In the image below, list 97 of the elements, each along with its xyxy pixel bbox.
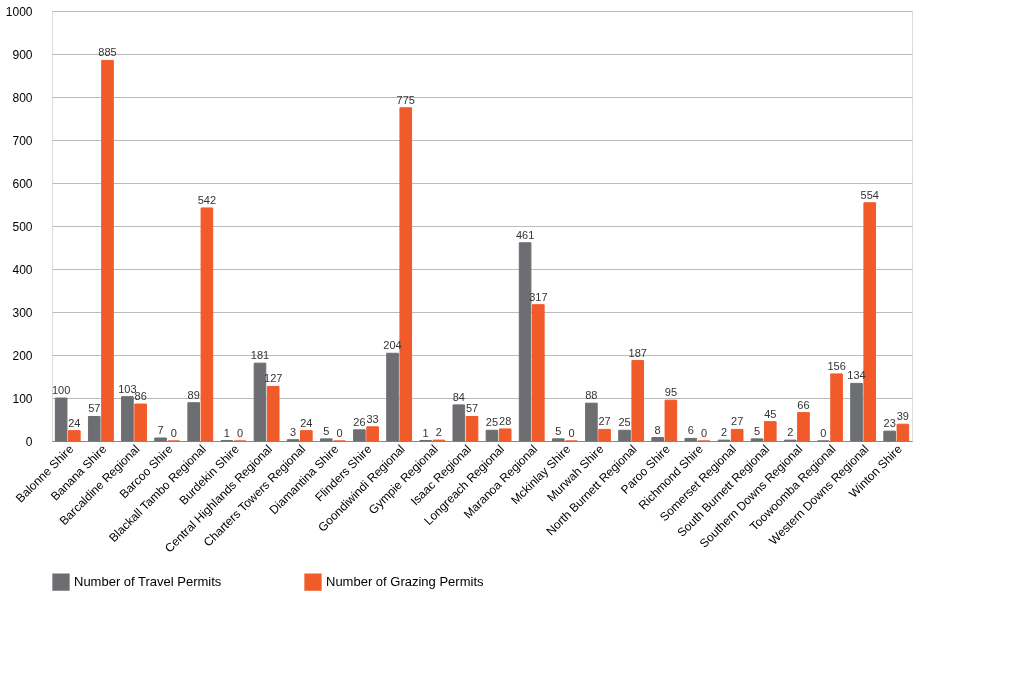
- data-label: 2: [787, 426, 794, 439]
- bar: [121, 396, 134, 442]
- data-label: 0: [700, 427, 708, 439]
- data-label: 6: [687, 424, 694, 437]
- data-label: 0: [236, 427, 244, 439]
- data-label: 461: [515, 228, 535, 241]
- bar: [319, 438, 333, 442]
- data-label: 39: [896, 410, 909, 423]
- y-tick-label: 500: [12, 219, 33, 234]
- data-label: 542: [197, 193, 217, 206]
- bar: [830, 373, 843, 442]
- data-label: 66: [797, 398, 810, 411]
- data-label: 554: [860, 188, 879, 201]
- data-label: 24: [300, 416, 313, 429]
- y-tick-label: 100: [12, 391, 33, 406]
- bar: [68, 430, 81, 442]
- data-label: 5: [754, 424, 761, 437]
- y-tick-label: 200: [12, 348, 33, 363]
- y-tick-label: 600: [12, 176, 33, 191]
- y-tick-label: 0: [25, 434, 33, 449]
- data-label: 5: [555, 424, 562, 437]
- data-label: 2: [435, 426, 442, 439]
- bar: [763, 421, 777, 442]
- data-label: 0: [336, 427, 343, 439]
- y-tick-label: 300: [12, 305, 33, 320]
- data-label: 95: [664, 386, 678, 399]
- bar: [87, 415, 101, 442]
- data-label: 7: [157, 423, 164, 436]
- bar: [651, 437, 664, 442]
- data-label: 27: [731, 415, 744, 428]
- data-label: 28: [499, 414, 512, 427]
- bar: [518, 242, 532, 442]
- y-tick-label: 800: [12, 90, 33, 105]
- bar: [200, 207, 214, 442]
- data-label: 25: [618, 416, 631, 429]
- y-tick-label: 400: [12, 262, 33, 277]
- data-label: 181: [250, 349, 270, 362]
- bar: [883, 430, 896, 442]
- bar: [631, 360, 645, 442]
- bar: [485, 429, 499, 442]
- bar: [618, 429, 631, 442]
- data-label: 25: [485, 416, 499, 429]
- data-label: 26: [353, 415, 366, 428]
- bar: [684, 437, 698, 442]
- bar: [300, 430, 313, 442]
- data-label: 0: [820, 427, 827, 439]
- data-label: 5: [323, 424, 330, 437]
- bar: [154, 437, 167, 442]
- data-label: 100: [51, 384, 71, 396]
- bar: [750, 438, 764, 442]
- bar: [353, 429, 366, 442]
- data-label: 2: [720, 426, 728, 439]
- bar: [598, 428, 611, 442]
- data-label: 57: [465, 402, 479, 415]
- data-label: 0: [170, 427, 177, 439]
- y-tick-label: 1000: [5, 4, 33, 19]
- bar: [664, 399, 678, 442]
- bar: [797, 412, 810, 442]
- bar: [366, 426, 379, 442]
- data-label: 885: [98, 46, 117, 59]
- bar: [730, 428, 744, 442]
- data-label: 57: [88, 402, 101, 415]
- bar: [896, 423, 910, 442]
- data-label: 45: [764, 407, 777, 420]
- bar: [551, 438, 565, 442]
- data-label: 156: [827, 359, 846, 372]
- y-tick-label: 900: [12, 47, 33, 62]
- data-label: 775: [396, 93, 415, 106]
- data-label: 33: [366, 412, 379, 425]
- data-label: 89: [187, 388, 200, 401]
- data-label: 187: [628, 346, 647, 359]
- bar: [386, 352, 399, 442]
- bar: [266, 385, 280, 442]
- data-label: 0: [568, 427, 575, 439]
- bar: [452, 404, 466, 442]
- bar: [465, 415, 479, 442]
- bar: [498, 428, 512, 442]
- bar: [187, 402, 201, 442]
- bar: [101, 59, 114, 442]
- bar: [532, 304, 545, 442]
- data-label: 8: [654, 423, 661, 436]
- data-label: 23: [883, 417, 896, 430]
- data-label: 1: [223, 426, 230, 439]
- bar: [134, 403, 147, 442]
- bar: [253, 362, 267, 442]
- bar: [585, 402, 598, 442]
- data-label: 1: [422, 426, 429, 439]
- bar: [54, 397, 68, 442]
- legend-label: Number of Grazing Permits: [326, 574, 484, 590]
- data-label: 24: [68, 416, 81, 429]
- legend-label: Number of Travel Permits: [74, 574, 222, 590]
- data-label: 27: [598, 415, 611, 428]
- data-label: 84: [452, 390, 465, 403]
- y-tick-label: 700: [12, 133, 33, 148]
- bar: [850, 382, 863, 442]
- data-label: 3: [290, 425, 297, 438]
- data-label: 88: [585, 389, 598, 402]
